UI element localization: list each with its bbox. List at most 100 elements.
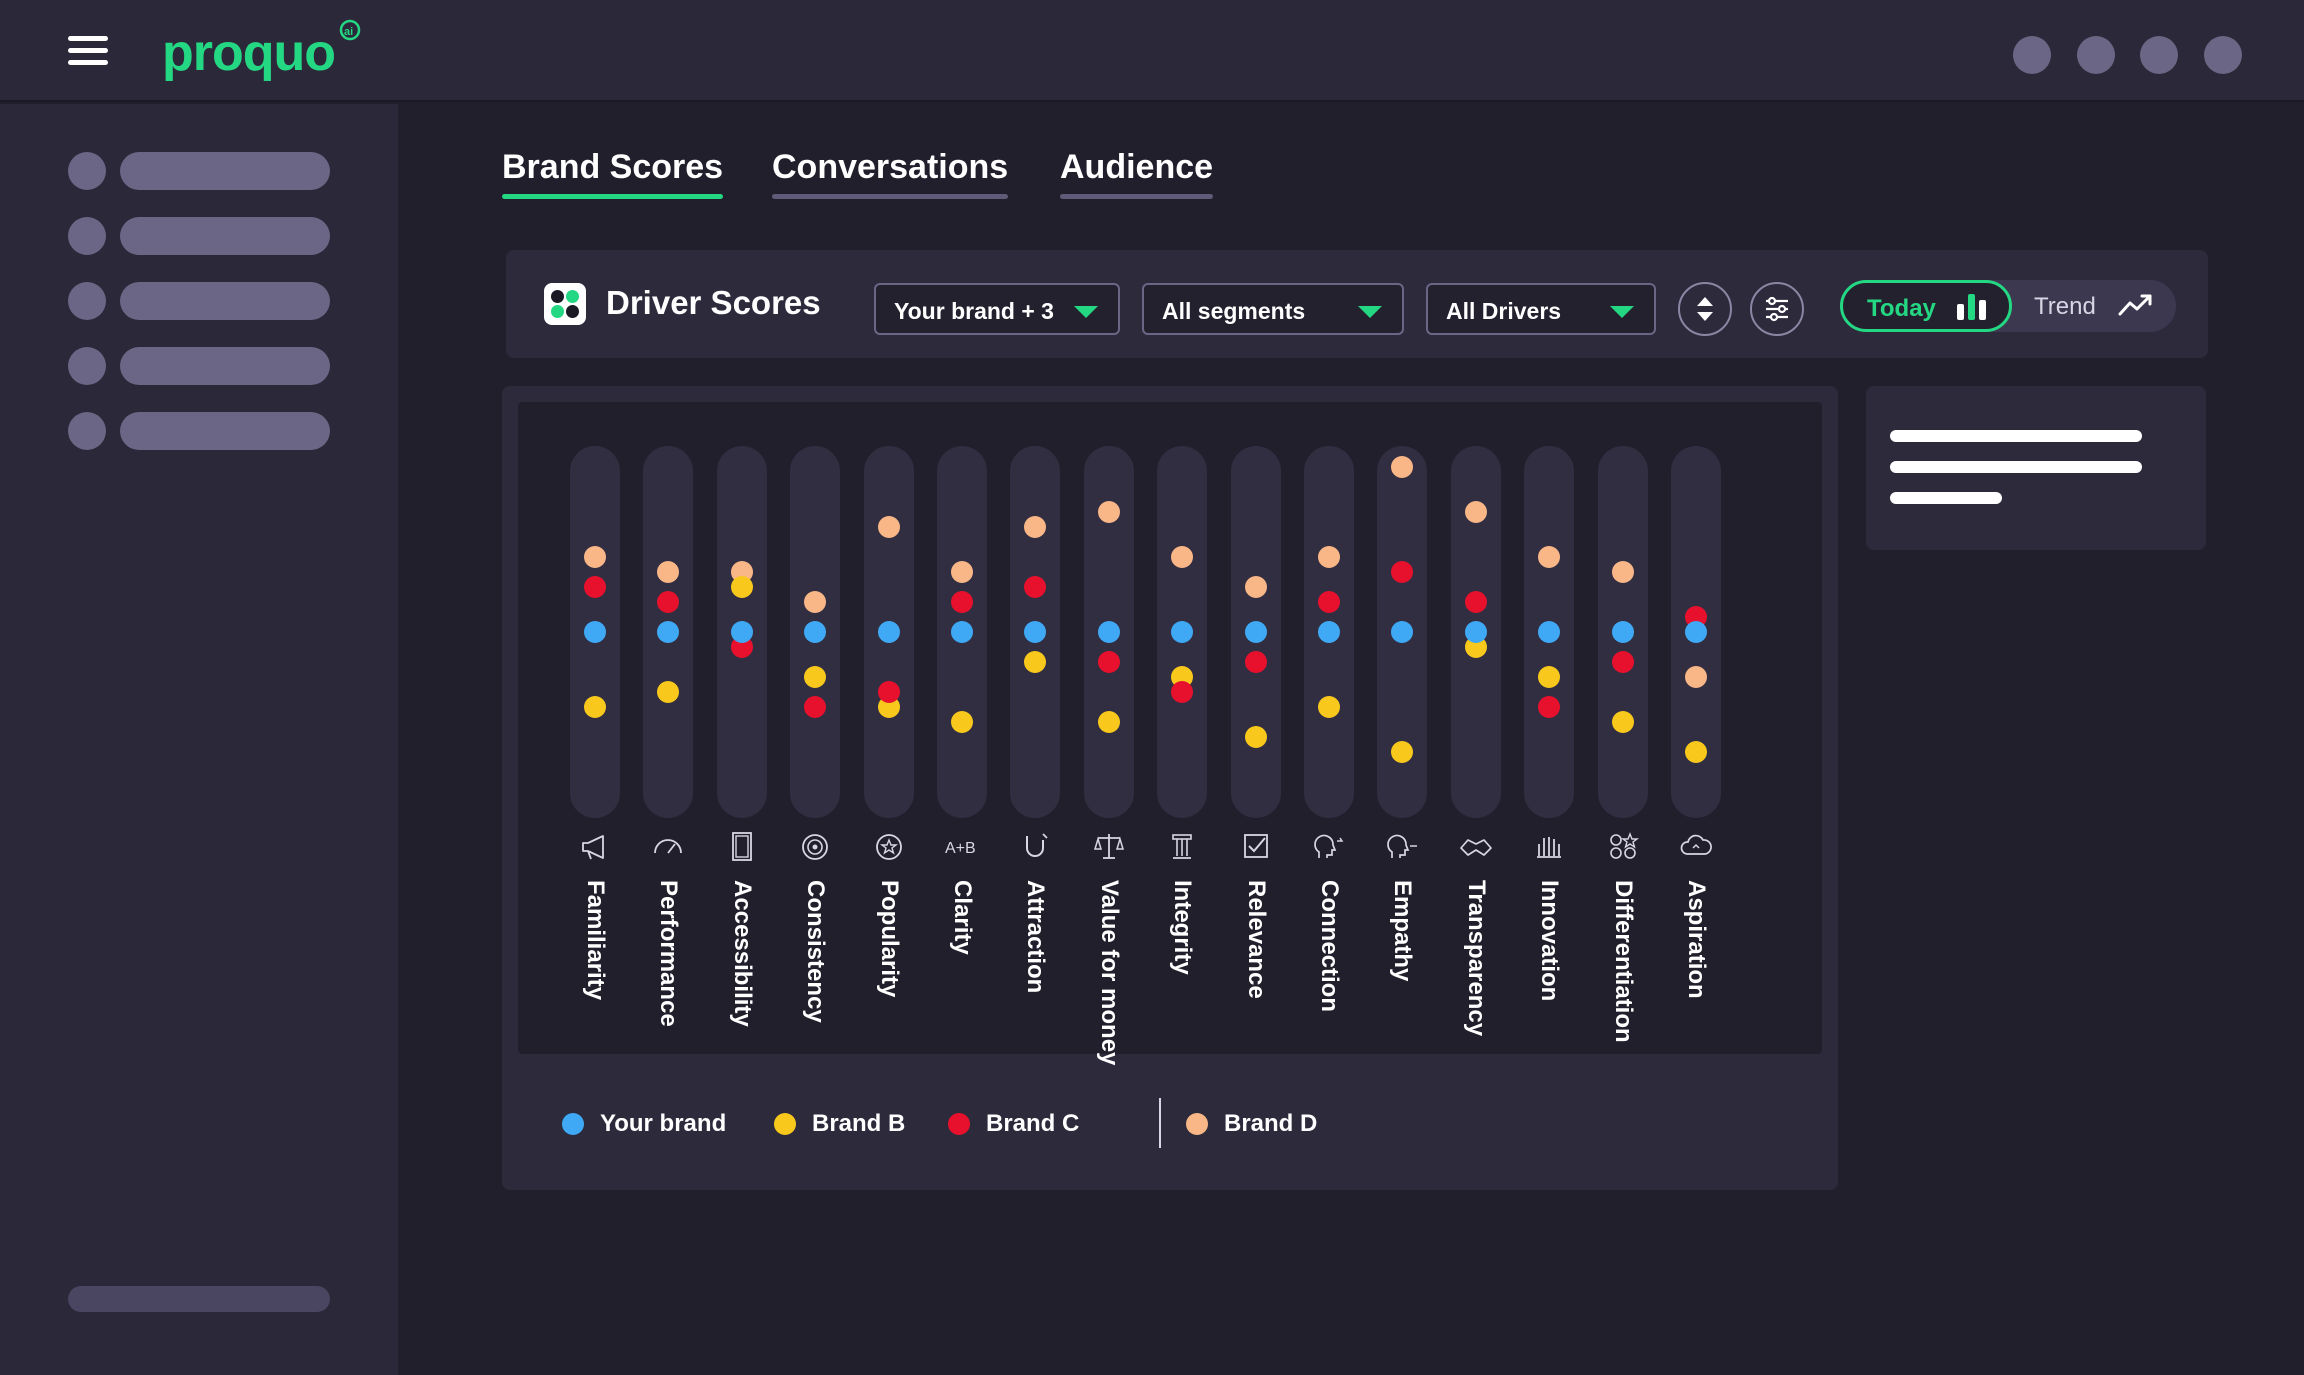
score-dot-brand-b-relevance[interactable] (1245, 726, 1267, 748)
score-dot-your-brand-value-for-money[interactable] (1098, 621, 1120, 643)
score-dot-brand-c-differentiation[interactable] (1612, 651, 1634, 673)
sidebar-item-2[interactable] (68, 217, 330, 255)
score-dot-brand-d-performance[interactable] (657, 561, 679, 583)
tab-label: Brand Scores (502, 148, 724, 186)
trend-toggle-button[interactable]: Trend (2012, 280, 2176, 332)
top-action-2[interactable] (2077, 36, 2115, 74)
score-dot-brand-b-aspiration[interactable] (1685, 741, 1707, 763)
svg-text:proquo: proquo (162, 24, 335, 82)
chevron-down-icon (1358, 306, 1382, 318)
score-dot-your-brand-differentiation[interactable] (1612, 621, 1634, 643)
score-dot-brand-b-empathy[interactable] (1391, 741, 1413, 763)
score-dot-brand-c-innovation[interactable] (1538, 696, 1560, 718)
score-dot-your-brand-popularity[interactable] (878, 621, 900, 643)
driver-scores-toolbar: Driver Scores Your brand + 3 All segment… (506, 250, 2208, 358)
segment-select[interactable]: All segments (1142, 283, 1404, 335)
top-action-1[interactable] (2013, 36, 2051, 74)
score-dot-brand-c-value-for-money[interactable] (1098, 651, 1120, 673)
bar-chart-icon (1957, 294, 1986, 320)
score-dot-brand-c-consistency[interactable] (804, 696, 826, 718)
score-dot-your-brand-innovation[interactable] (1538, 621, 1560, 643)
score-dot-brand-c-performance[interactable] (657, 591, 679, 613)
score-dot-brand-d-empathy[interactable] (1391, 456, 1413, 478)
score-dot-brand-d-innovation[interactable] (1538, 546, 1560, 568)
score-dot-brand-c-relevance[interactable] (1245, 651, 1267, 673)
score-dot-brand-b-value-for-money[interactable] (1098, 711, 1120, 733)
score-dot-brand-d-integrity[interactable] (1171, 546, 1193, 568)
score-dot-brand-b-connection[interactable] (1318, 696, 1340, 718)
driver-label-performance: Performance (655, 880, 682, 1027)
score-dot-brand-d-consistency[interactable] (804, 591, 826, 613)
tab-audience[interactable]: Audience (1060, 148, 1214, 199)
score-dot-brand-b-performance[interactable] (657, 681, 679, 703)
top-action-3[interactable] (2140, 36, 2178, 74)
score-dot-brand-b-clarity[interactable] (951, 711, 973, 733)
score-dot-your-brand-connection[interactable] (1318, 621, 1340, 643)
score-dot-brand-c-integrity[interactable] (1171, 681, 1193, 703)
score-dot-your-brand-aspiration[interactable] (1685, 621, 1707, 643)
score-dot-your-brand-transparency[interactable] (1465, 621, 1487, 643)
score-dot-brand-b-attraction[interactable] (1024, 651, 1046, 673)
svg-text:A+B: A+B (945, 840, 976, 857)
score-dot-brand-d-value-for-money[interactable] (1098, 501, 1120, 523)
score-dot-brand-c-popularity[interactable] (878, 681, 900, 703)
score-dot-your-brand-integrity[interactable] (1171, 621, 1193, 643)
door-icon (732, 832, 752, 861)
score-dot-brand-d-aspiration[interactable] (1685, 666, 1707, 688)
score-dot-brand-d-differentiation[interactable] (1612, 561, 1634, 583)
driver-select[interactable]: All Drivers (1426, 283, 1656, 335)
star-badge-icon (876, 834, 902, 860)
score-dot-your-brand-consistency[interactable] (804, 621, 826, 643)
tab-conversations[interactable]: Conversations (772, 148, 1009, 199)
score-dot-brand-b-familiarity[interactable] (584, 696, 606, 718)
tab-brand-scores[interactable]: Brand Scores (502, 148, 724, 199)
top-action-4[interactable] (2204, 36, 2242, 74)
sort-button[interactable] (1678, 282, 1732, 336)
score-dot-your-brand-attraction[interactable] (1024, 621, 1046, 643)
driver-label-connection: Connection (1316, 880, 1343, 1012)
score-dot-your-brand-relevance[interactable] (1245, 621, 1267, 643)
score-dot-brand-d-clarity[interactable] (951, 561, 973, 583)
driver-label-transparency: Transparency (1463, 880, 1490, 1037)
score-dot-brand-b-innovation[interactable] (1538, 666, 1560, 688)
head-arrow-icon (1314, 834, 1344, 858)
brand-select[interactable]: Your brand + 3 (874, 283, 1120, 335)
score-dot-brand-d-popularity[interactable] (878, 516, 900, 538)
score-dot-brand-c-empathy[interactable] (1391, 561, 1413, 583)
driver-label-familiarity: Familiarity (582, 880, 609, 1001)
shapes-icon (1610, 832, 1640, 859)
score-dot-your-brand-accessibility[interactable] (731, 621, 753, 643)
score-dot-brand-c-attraction[interactable] (1024, 576, 1046, 598)
sidebar-item-1[interactable] (68, 152, 330, 190)
sidebar-footer-item[interactable] (68, 1286, 330, 1312)
score-dot-your-brand-performance[interactable] (657, 621, 679, 643)
score-dot-brand-d-attraction[interactable] (1024, 516, 1046, 538)
score-dot-brand-d-connection[interactable] (1318, 546, 1340, 568)
score-dot-your-brand-clarity[interactable] (951, 621, 973, 643)
score-dot-brand-d-relevance[interactable] (1245, 576, 1267, 598)
chart-legend: Your brand Brand B Brand C Brand D (562, 1098, 1322, 1148)
sidebar-item-4[interactable] (68, 347, 330, 385)
score-dot-brand-b-consistency[interactable] (804, 666, 826, 688)
score-dot-your-brand-familiarity[interactable] (584, 621, 606, 643)
score-dot-your-brand-empathy[interactable] (1391, 621, 1413, 643)
filter-button[interactable] (1750, 282, 1804, 336)
proquo-logo: proquo ai (162, 19, 361, 82)
legend-label: Brand B (812, 1110, 906, 1137)
score-dot-brand-c-transparency[interactable] (1465, 591, 1487, 613)
driver-scores-chart: Familiarity Performance Accessibility Consi… (518, 402, 1822, 1065)
sidebar-item-5[interactable] (68, 412, 330, 450)
score-dot-brand-c-clarity[interactable] (951, 591, 973, 613)
driver-label-accessibility: Accessibility (729, 880, 756, 1027)
score-dot-brand-d-familiarity[interactable] (584, 546, 606, 568)
score-dot-brand-c-familiarity[interactable] (584, 576, 606, 598)
score-dot-brand-b-accessibility[interactable] (731, 576, 753, 598)
today-toggle-button[interactable]: Today (1840, 280, 2012, 332)
legend-divider (1159, 1098, 1161, 1148)
sidebar-item-3[interactable] (68, 282, 330, 320)
menu-icon[interactable] (68, 36, 108, 66)
score-dot-brand-d-transparency[interactable] (1465, 501, 1487, 523)
score-dot-brand-c-connection[interactable] (1318, 591, 1340, 613)
score-dot-brand-b-differentiation[interactable] (1612, 711, 1634, 733)
head-heart-icon (1387, 834, 1417, 858)
